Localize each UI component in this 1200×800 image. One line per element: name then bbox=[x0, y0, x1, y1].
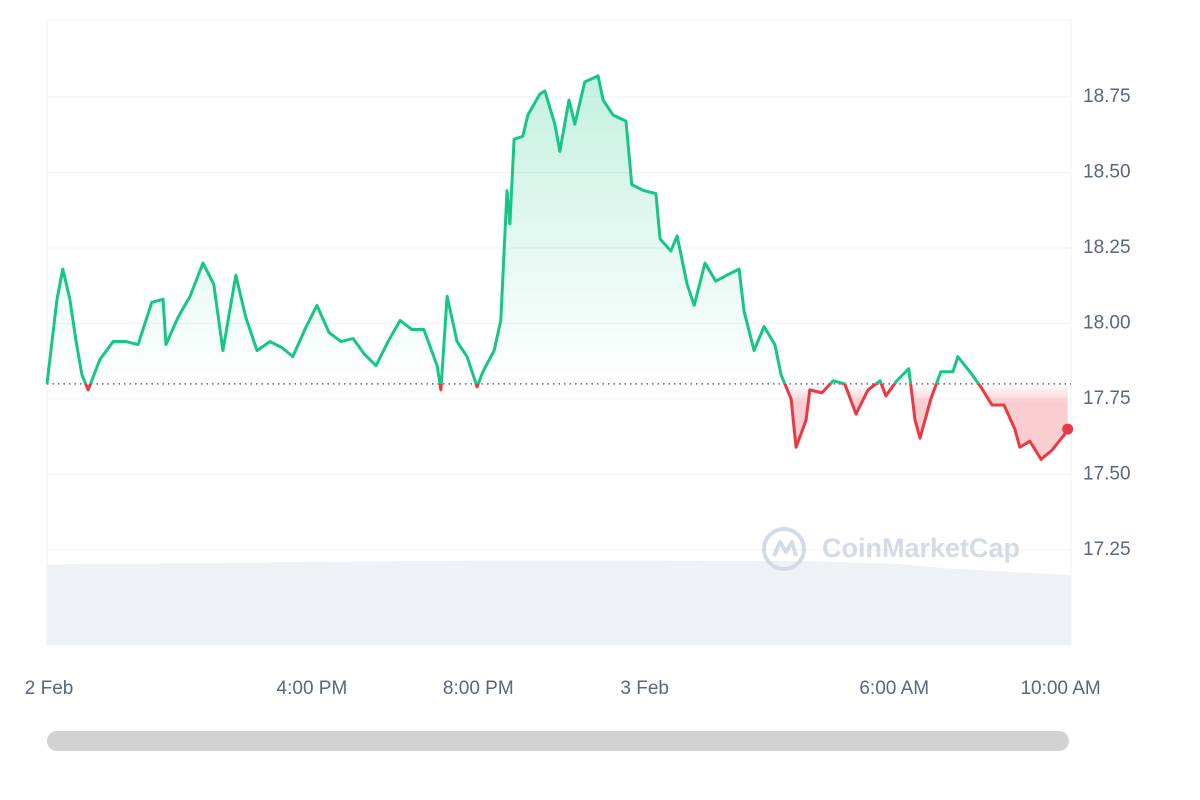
watermark-logo-mark bbox=[772, 540, 798, 557]
x-tick-label: 6:00 AM bbox=[859, 678, 929, 699]
y-tick-label: 17.75 bbox=[1083, 388, 1131, 409]
watermark: CoinMarketCap bbox=[762, 527, 1020, 571]
scrollbar[interactable] bbox=[47, 731, 1069, 751]
x-tick-label: 8:00 PM bbox=[443, 678, 514, 699]
watermark-text: CoinMarketCap bbox=[822, 533, 1020, 563]
y-tick-label: 18.25 bbox=[1083, 237, 1131, 258]
x-tick-label: 3 Feb bbox=[620, 678, 669, 699]
x-tick-label: 4:00 PM bbox=[277, 678, 348, 699]
y-tick-label: 18.00 bbox=[1083, 312, 1131, 333]
x-tick-label: 2 Feb bbox=[25, 678, 74, 699]
price-line bbox=[45, 74, 1069, 461]
last-point bbox=[1062, 423, 1074, 435]
x-tick-label: 10:00 AM bbox=[1020, 678, 1100, 699]
y-tick-label: 18.50 bbox=[1083, 161, 1131, 182]
area-fill bbox=[47, 75, 1068, 460]
y-tick-label: 18.75 bbox=[1083, 86, 1131, 107]
y-tick-label: 17.25 bbox=[1083, 539, 1131, 560]
watermark-logo bbox=[762, 527, 806, 571]
y-tick-label: 17.50 bbox=[1083, 463, 1131, 484]
volume-area bbox=[47, 560, 1071, 645]
